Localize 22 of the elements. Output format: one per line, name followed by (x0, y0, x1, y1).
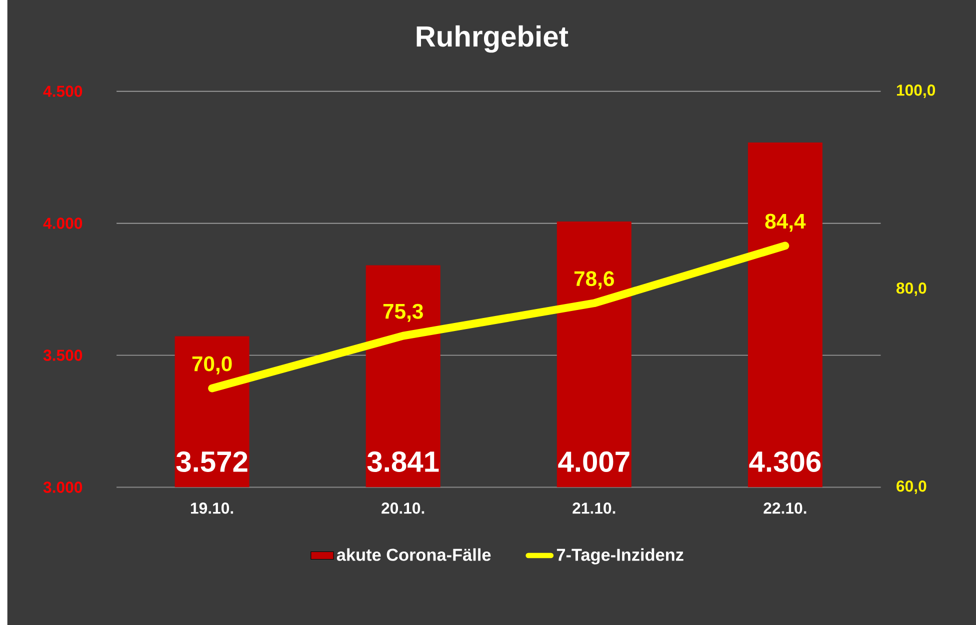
data-label: 3.572 (176, 451, 248, 472)
x-tick-label: 20.10. (382, 502, 424, 514)
chart-title: Ruhrgebiet (416, 25, 568, 53)
y2-tick-label: 100,0 (896, 84, 936, 98)
data-label: 3.841 (367, 451, 439, 472)
data-label: 4.007 (558, 451, 630, 472)
x-tick-label: 19.10. (190, 502, 234, 514)
data-label: 78,6 (574, 271, 614, 290)
x-tick-label: 22.10. (764, 502, 806, 514)
y-tick-label: 4.000 (43, 218, 82, 229)
x-tick-label: 21.10. (572, 502, 616, 514)
data-label: 84,4 (765, 214, 806, 232)
y-tick-label: 3.500 (43, 350, 82, 361)
data-label: 4.306 (749, 451, 821, 472)
data-label: 70,0 (192, 356, 232, 374)
legend-label: akute Corona-Fälle (336, 548, 491, 561)
y-tick-label: 4.500 (43, 86, 82, 97)
y-tick-label: 3.000 (43, 482, 82, 493)
legend-label: 7-Tage-Inzidenz (556, 548, 684, 564)
y2-tick-label: 80,0 (896, 282, 926, 296)
y2-tick-label: 60,0 (896, 480, 926, 494)
data-label: 75,3 (383, 304, 423, 322)
